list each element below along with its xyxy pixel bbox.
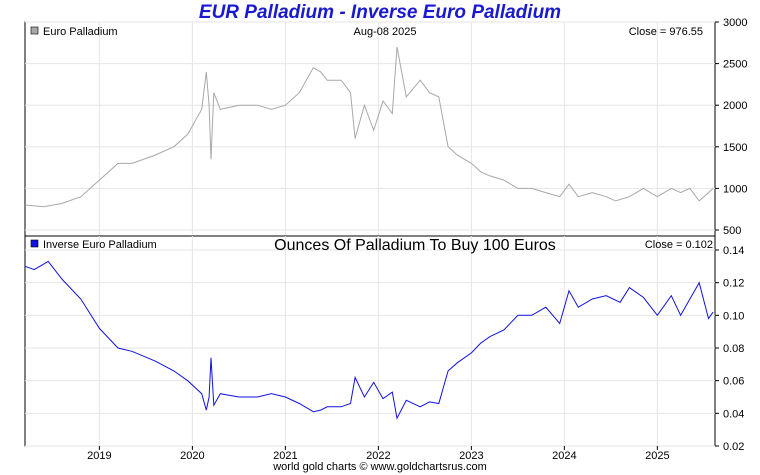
x-tick-label: 2024: [552, 450, 576, 462]
top-panel: 500 1000 1500 2000 2500 3000 Euro Palladium A…: [24, 17, 747, 237]
top-grid: [25, 21, 715, 236]
y-tick-label: 500: [723, 225, 741, 237]
bottom-subtitle: Ounces Of Palladium To Buy 100 Euros: [274, 237, 556, 254]
top-date-label: Aug-08 2025: [354, 26, 417, 38]
x-tick-label: 2023: [459, 450, 483, 462]
x-tick-label: 2019: [87, 450, 111, 462]
footer-credit: world gold charts © www.goldchartsrus.co…: [273, 461, 487, 473]
y-tick-label: 0.06: [723, 376, 744, 388]
y-tick-label: 1500: [723, 142, 747, 154]
y-tick-label: 0.04: [723, 408, 744, 420]
bottom-series-line: [24, 260, 714, 420]
y-tick-label: 1000: [723, 183, 747, 195]
y-tick-label: 0.12: [723, 278, 744, 290]
chart-title: EUR Palladium - Inverse Euro Palladium: [198, 2, 562, 23]
bottom-legend-swatch: [30, 239, 39, 248]
bottom-y-tick-labels: 0.02 0.04 0.06 0.08 0.10 0.12 0.14: [715, 245, 744, 453]
bottom-grid: [25, 236, 715, 447]
y-tick-label: 0.14: [723, 245, 744, 257]
y-tick-label: 0.02: [723, 441, 744, 453]
bottom-close-label: Close = 0.102: [645, 239, 713, 251]
y-tick-label: 0.08: [723, 343, 744, 355]
y-tick-label: 0.10: [723, 310, 744, 322]
top-legend-swatch: [30, 26, 39, 35]
top-close-label: Close = 976.55: [629, 26, 703, 38]
bottom-legend-label: Inverse Euro Palladium: [43, 239, 157, 251]
top-panel-frame: [24, 21, 716, 237]
y-tick-label: 3000: [723, 17, 747, 29]
bottom-panel: 0.02 0.04 0.06 0.08 0.10 0.12 0.14 2019 2020 202…: [24, 235, 744, 462]
y-tick-label: 2500: [723, 59, 747, 71]
y-tick-label: 2000: [723, 100, 747, 112]
top-y-tick-labels: 500 1000 1500 2000 2500 3000: [715, 17, 747, 237]
bottom-panel-frame: [24, 235, 716, 447]
top-series-line: [24, 46, 714, 208]
x-tick-label: 2020: [180, 450, 204, 462]
x-tick-label: 2025: [645, 450, 669, 462]
x-tick-labels: 2019 2020 2021 2022 2023 2024 2025: [87, 446, 670, 462]
x-tick-label: 2022: [366, 450, 390, 462]
top-legend-label: Euro Palladium: [43, 26, 118, 38]
x-tick-label: 2021: [273, 450, 297, 462]
